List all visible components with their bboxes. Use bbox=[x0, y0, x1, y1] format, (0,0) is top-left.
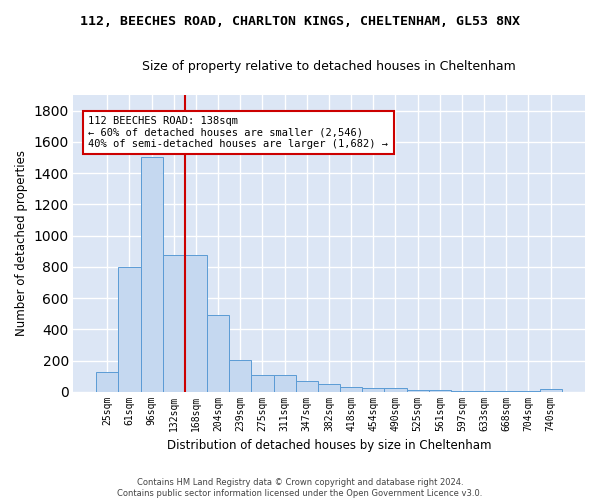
Text: 112 BEECHES ROAD: 138sqm
← 60% of detached houses are smaller (2,546)
40% of sem: 112 BEECHES ROAD: 138sqm ← 60% of detach… bbox=[88, 116, 388, 149]
X-axis label: Distribution of detached houses by size in Cheltenham: Distribution of detached houses by size … bbox=[167, 440, 491, 452]
Bar bbox=[340, 387, 362, 392]
Bar bbox=[163, 255, 185, 392]
Bar bbox=[185, 255, 207, 392]
Bar bbox=[251, 374, 274, 392]
Bar bbox=[539, 389, 562, 392]
Bar bbox=[140, 158, 163, 392]
Text: Contains HM Land Registry data © Crown copyright and database right 2024.
Contai: Contains HM Land Registry data © Crown c… bbox=[118, 478, 482, 498]
Y-axis label: Number of detached properties: Number of detached properties bbox=[15, 150, 28, 336]
Bar bbox=[495, 391, 517, 392]
Bar bbox=[473, 391, 495, 392]
Bar bbox=[318, 384, 340, 392]
Bar bbox=[407, 390, 429, 392]
Bar bbox=[296, 381, 318, 392]
Bar bbox=[229, 360, 251, 392]
Bar bbox=[451, 391, 473, 392]
Bar bbox=[274, 374, 296, 392]
Bar bbox=[385, 388, 407, 392]
Bar bbox=[118, 267, 140, 392]
Bar bbox=[207, 315, 229, 392]
Text: 112, BEECHES ROAD, CHARLTON KINGS, CHELTENHAM, GL53 8NX: 112, BEECHES ROAD, CHARLTON KINGS, CHELT… bbox=[80, 15, 520, 28]
Bar bbox=[429, 390, 451, 392]
Bar bbox=[517, 391, 539, 392]
Bar bbox=[362, 388, 385, 392]
Bar bbox=[96, 372, 118, 392]
Title: Size of property relative to detached houses in Cheltenham: Size of property relative to detached ho… bbox=[142, 60, 516, 73]
